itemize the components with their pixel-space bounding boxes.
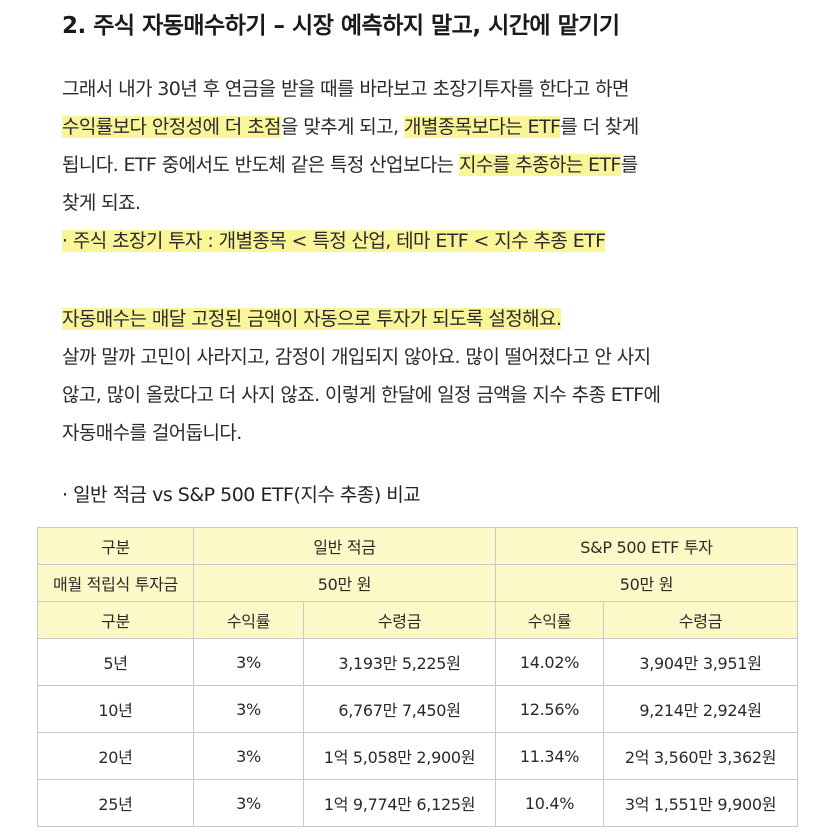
header-cell: 수익률 bbox=[193, 601, 304, 639]
savings-amount-cell: 1억 5,058만 2,900원 bbox=[303, 732, 496, 780]
highlight-auto-buy: 자동매수는 매달 고정된 금액이 자동으로 투자가 되도록 설정해요. bbox=[62, 308, 562, 330]
paragraph-line: · 주식 초장기 투자 : 개별종목 < 특정 산업, 테마 ETF < 지수 … bbox=[62, 222, 802, 260]
savings-rate-cell: 3% bbox=[193, 779, 304, 827]
highlight-index-etf: 지수를 추종하는 ETF bbox=[458, 154, 621, 176]
paragraph-line: 않고, 많이 올랐다고 더 사지 않죠. 이렇게 한달에 일정 금액을 지수 추… bbox=[62, 384, 661, 406]
comparison-table: 구분 일반 적금 S&P 500 ETF 투자 매월 적립식 투자금 50만 원… bbox=[37, 527, 798, 827]
etf-rate-cell: 14.02% bbox=[495, 638, 604, 686]
savings-rate-cell: 3% bbox=[193, 685, 304, 733]
savings-amount-cell: 6,767만 7,450원 bbox=[303, 685, 496, 733]
table-row: 25년 3% 1억 9,774만 6,125원 10.4% 3억 1,551만 … bbox=[37, 779, 798, 827]
header-cell: 매월 적립식 투자금 bbox=[37, 564, 194, 602]
savings-amount-cell: 3,193만 5,225원 bbox=[303, 638, 496, 686]
header-cell: 수익률 bbox=[495, 601, 604, 639]
period-cell: 5년 bbox=[37, 638, 194, 686]
period-cell: 10년 bbox=[37, 685, 194, 733]
page-title: 2. 주식 자동매수하기 – 시장 예측하지 말고, 시간에 맡기기 bbox=[62, 13, 620, 39]
table-row: 10년 3% 6,767만 7,450원 12.56% 9,214만 2,924… bbox=[37, 685, 798, 733]
sub-header-row: 구분 수익률 수령금 수익률 수령금 bbox=[37, 601, 798, 639]
table-header-row: 구분 일반 적금 S&P 500 ETF 투자 bbox=[37, 527, 798, 565]
paragraph-line: 그래서 내가 30년 후 연금을 받을 때를 바라보고 초장기투자를 한다고 하… bbox=[62, 78, 630, 100]
text-segment: 됩니다. ETF 중에서도 반도체 같은 특정 산업보다는 bbox=[62, 154, 459, 176]
intro-paragraph: 그래서 내가 30년 후 연금을 받을 때를 바라보고 초장기투자를 한다고 하… bbox=[62, 70, 802, 260]
header-cell-etf: S&P 500 ETF 투자 bbox=[495, 527, 798, 565]
header-cell-savings: 일반 적금 bbox=[193, 527, 496, 565]
etf-amount-cell: 2억 3,560만 3,362원 bbox=[603, 732, 798, 780]
table-row: 5년 3% 3,193만 5,225원 14.02% 3,904만 3,951원 bbox=[37, 638, 798, 686]
text-segment: 를 더 찾게 bbox=[560, 116, 639, 138]
etf-rate-cell: 11.34% bbox=[495, 732, 604, 780]
savings-amount-cell: 1억 9,774만 6,125원 bbox=[303, 779, 496, 827]
table-row: 20년 3% 1억 5,058만 2,900원 11.34% 2억 3,560만… bbox=[37, 732, 798, 780]
paragraph-line: 됩니다. ETF 중에서도 반도체 같은 특정 산업보다는 지수를 추종하는 E… bbox=[62, 146, 802, 184]
period-cell: 25년 bbox=[37, 779, 194, 827]
header-cell: 구분 bbox=[37, 527, 194, 565]
paragraph-line: 자동매수를 걸어둡니다. bbox=[62, 422, 242, 444]
etf-amount-cell: 3억 1,551만 9,900원 bbox=[603, 779, 798, 827]
header-cell: 수령금 bbox=[303, 601, 496, 639]
paragraph-line: 자동매수는 매달 고정된 금액이 자동으로 투자가 되도록 설정해요. bbox=[62, 300, 802, 338]
auto-buy-paragraph: 자동매수는 매달 고정된 금액이 자동으로 투자가 되도록 설정해요. 살까 말… bbox=[62, 300, 802, 452]
text-segment: 를 bbox=[620, 154, 638, 176]
header-cell: 구분 bbox=[37, 601, 194, 639]
etf-rate-cell: 12.56% bbox=[495, 685, 604, 733]
paragraph-line: 살까 말까 고민이 사라지고, 감정이 개입되지 않아요. 많이 떨어졌다고 안… bbox=[62, 346, 651, 368]
comparison-heading: · 일반 적금 vs S&P 500 ETF(지수 추종) 비교 bbox=[62, 484, 421, 506]
highlight-etf: 개별종목보다는 ETF bbox=[403, 116, 561, 138]
highlight-stability: 수익률보다 안정성에 더 초점 bbox=[62, 116, 281, 138]
monthly-amount-row: 매월 적립식 투자금 50만 원 50만 원 bbox=[37, 564, 798, 602]
header-cell: 수령금 bbox=[603, 601, 798, 639]
etf-rate-cell: 10.4% bbox=[495, 779, 604, 827]
etf-amount-cell: 50만 원 bbox=[495, 564, 798, 602]
savings-amount-cell: 50만 원 bbox=[193, 564, 496, 602]
etf-amount-cell: 9,214만 2,924원 bbox=[603, 685, 798, 733]
savings-rate-cell: 3% bbox=[193, 732, 304, 780]
period-cell: 20년 bbox=[37, 732, 194, 780]
paragraph-line: 찾게 되죠. bbox=[62, 192, 141, 214]
savings-rate-cell: 3% bbox=[193, 638, 304, 686]
paragraph-line: 수익률보다 안정성에 더 초점을 맞추게 되고, 개별종목보다는 ETF를 더 … bbox=[62, 108, 802, 146]
etf-amount-cell: 3,904만 3,951원 bbox=[603, 638, 798, 686]
text-segment: 을 맞추게 되고, bbox=[280, 116, 404, 138]
highlight-summary: · 주식 초장기 투자 : 개별종목 < 특정 산업, 테마 ETF < 지수 … bbox=[62, 230, 606, 252]
